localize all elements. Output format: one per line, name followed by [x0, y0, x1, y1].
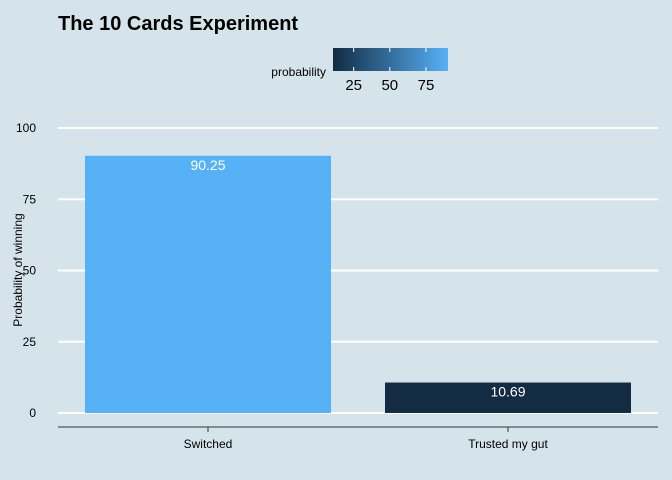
bar: [385, 382, 631, 413]
legend-colorbar: [333, 48, 448, 71]
plot-area: 0 25 50 75 100 90.25 10.69 Switched Trusted my…: [16, 121, 658, 451]
legend-title: probability: [271, 65, 326, 79]
x-tick-label: Switched: [184, 437, 233, 451]
legend-tick-label: 25: [345, 77, 362, 94]
bars: 90.25 10.69: [85, 155, 631, 413]
y-tick-label: 75: [23, 192, 37, 206]
legend-tick-label: 75: [418, 77, 435, 94]
y-tick-label: 25: [23, 335, 37, 349]
y-tick-label: 50: [23, 264, 37, 278]
data-label: 90.25: [190, 157, 225, 173]
y-axis-label: Probability of winning: [11, 213, 25, 326]
x-axis-ticks: Switched Trusted my gut: [184, 427, 548, 451]
bar: [85, 155, 331, 413]
legend-ticks: 25 50 75: [345, 48, 434, 94]
y-axis-ticks: 0 25 50 75 100: [16, 121, 36, 420]
data-label: 10.69: [490, 384, 525, 400]
chart-title: The 10 Cards Experiment: [58, 13, 298, 35]
legend: probability 25 50 75: [271, 48, 448, 94]
y-tick-label: 0: [29, 406, 36, 420]
x-tick-label: Trusted my gut: [468, 437, 548, 451]
legend-tick-label: 50: [381, 77, 398, 94]
y-tick-label: 100: [16, 121, 36, 135]
